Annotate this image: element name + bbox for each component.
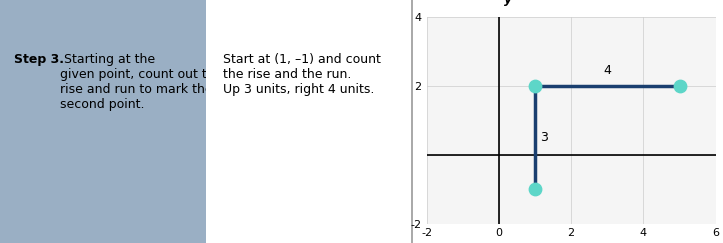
Text: Step 3.: Step 3. (14, 53, 64, 66)
Text: 4: 4 (604, 64, 611, 77)
Point (529, 84, 541, 88)
Text: 3: 3 (541, 131, 548, 144)
Text: y: y (505, 0, 513, 6)
Text: Start at (1, –1) and count
the rise and the run.
Up 3 units, right 4 units.: Start at (1, –1) and count the rise and … (223, 53, 380, 96)
Point (529, 187, 541, 191)
Text: Starting at the
given point, count out the
rise and run to mark the
second point: Starting at the given point, count out t… (60, 53, 222, 112)
Point (674, 84, 685, 88)
